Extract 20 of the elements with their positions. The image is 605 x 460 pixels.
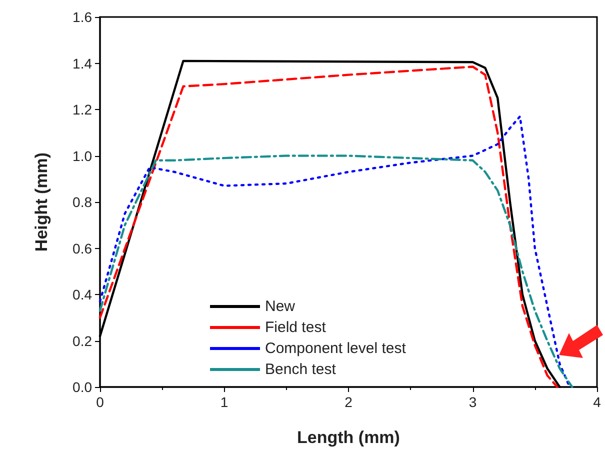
y-tick-label: 0.0 (72, 379, 92, 395)
legend-label: Field test (265, 319, 327, 336)
x-tick-label: 0 (96, 394, 104, 410)
legend-label: New (265, 298, 296, 315)
x-tick-label: 1 (220, 394, 228, 410)
legend-label: Component level test (265, 340, 407, 357)
y-tick-label: 0.8 (72, 194, 92, 210)
y-tick-label: 0.6 (72, 240, 92, 256)
x-tick-label: 3 (468, 394, 477, 410)
x-tick-label: 4 (593, 394, 602, 410)
y-tick-label: 1.0 (72, 148, 92, 164)
y-tick-label: 0.4 (72, 286, 92, 302)
y-tick-label: 1.2 (72, 102, 92, 118)
y-tick-label: 1.6 (72, 9, 92, 25)
y-axis-title: Height (mm) (32, 152, 51, 252)
y-tick-label: 0.2 (72, 332, 92, 349)
x-axis-title: Length (mm) (297, 428, 400, 447)
y-tick-label: 1.4 (72, 55, 92, 72)
legend-label: Bench test (265, 361, 337, 378)
x-tick-label: 2 (344, 394, 353, 410)
